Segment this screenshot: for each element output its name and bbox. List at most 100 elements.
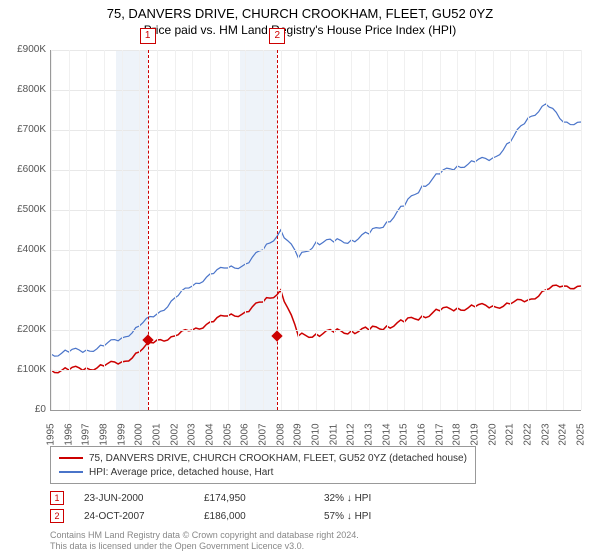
grid-line: [86, 50, 87, 410]
grid-line: [475, 50, 476, 410]
legend-row: HPI: Average price, detached house, Hart: [59, 465, 467, 479]
marker-line: [148, 50, 149, 410]
x-axis-label: 2013: [364, 420, 375, 450]
grid-line: [351, 50, 352, 410]
grid-line: [281, 50, 282, 410]
grid-line: [157, 50, 158, 410]
legend-label: HPI: Average price, detached house, Hart: [89, 467, 273, 478]
grid-line: [245, 50, 246, 410]
x-axis-label: 2014: [381, 420, 392, 450]
y-axis-label: £600K: [0, 164, 46, 175]
y-axis-label: £900K: [0, 44, 46, 55]
x-axis-label: 2023: [540, 420, 551, 450]
grid-line: [404, 50, 405, 410]
marker-line: [277, 50, 278, 410]
y-axis-label: £800K: [0, 84, 46, 95]
x-axis-label: 2019: [470, 420, 481, 450]
legend-row: 75, DANVERS DRIVE, CHURCH CROOKHAM, FLEE…: [59, 451, 467, 465]
x-axis-label: 2007: [258, 420, 269, 450]
grid-line: [263, 50, 264, 410]
x-axis-label: 2018: [452, 420, 463, 450]
x-axis-label: 2015: [399, 420, 410, 450]
marker-date: 24-OCT-2007: [84, 511, 204, 522]
footer-line2: This data is licensed under the Open Gov…: [50, 541, 359, 552]
x-axis-label: 2004: [205, 420, 216, 450]
x-axis-label: 2017: [434, 420, 445, 450]
grid-line: [369, 50, 370, 410]
x-axis-label: 2005: [222, 420, 233, 450]
x-axis-label: 2024: [558, 420, 569, 450]
legend-box: 75, DANVERS DRIVE, CHURCH CROOKHAM, FLEE…: [50, 446, 476, 484]
grid-line: [51, 50, 52, 410]
grid-line: [228, 50, 229, 410]
grid-line: [422, 50, 423, 410]
legend-label: 75, DANVERS DRIVE, CHURCH CROOKHAM, FLEE…: [89, 453, 467, 464]
y-axis-label: £500K: [0, 204, 46, 215]
grid-line: [546, 50, 547, 410]
x-axis-label: 2022: [523, 420, 534, 450]
grid-line: [563, 50, 564, 410]
chart-title: 75, DANVERS DRIVE, CHURCH CROOKHAM, FLEE…: [0, 0, 600, 21]
x-axis-label: 2012: [346, 420, 357, 450]
grid-line: [122, 50, 123, 410]
x-axis-label: 2000: [134, 420, 145, 450]
x-axis-label: 2009: [293, 420, 304, 450]
x-axis-label: 2002: [169, 420, 180, 450]
grid-line: [192, 50, 193, 410]
grid-line: [139, 50, 140, 410]
y-axis-label: £100K: [0, 364, 46, 375]
chart-container: 75, DANVERS DRIVE, CHURCH CROOKHAM, FLEE…: [0, 0, 600, 560]
y-axis-label: £200K: [0, 324, 46, 335]
y-axis-label: £0: [0, 404, 46, 415]
footer-text: Contains HM Land Registry data © Crown c…: [50, 530, 359, 552]
grid-line: [528, 50, 529, 410]
grid-line: [581, 50, 582, 410]
x-axis-label: 2016: [417, 420, 428, 450]
chart-subtitle: Price paid vs. HM Land Registry's House …: [0, 23, 600, 37]
grid-line: [69, 50, 70, 410]
grid-line: [298, 50, 299, 410]
grid-line: [510, 50, 511, 410]
x-axis-label: 2006: [240, 420, 251, 450]
x-axis-label: 1997: [81, 420, 92, 450]
grid-line: [387, 50, 388, 410]
x-axis-label: 1998: [99, 420, 110, 450]
x-axis-label: 2025: [576, 420, 587, 450]
grid-line: [104, 50, 105, 410]
legend-swatch: [59, 471, 83, 473]
marker-label-box: 1: [140, 28, 156, 44]
x-axis-label: 1995: [46, 420, 57, 450]
grid-line: [440, 50, 441, 410]
marker-price: £186,000: [204, 511, 324, 522]
x-axis-label: 2010: [311, 420, 322, 450]
marker-number-box: 2: [50, 509, 64, 523]
footer-line1: Contains HM Land Registry data © Crown c…: [50, 530, 359, 541]
y-axis-label: £300K: [0, 284, 46, 295]
x-axis-label: 2008: [275, 420, 286, 450]
marker-label-box: 2: [269, 28, 285, 44]
x-axis-label: 2003: [187, 420, 198, 450]
x-axis-label: 2001: [152, 420, 163, 450]
marker-number-box: 1: [50, 491, 64, 505]
x-axis-label: 2011: [328, 420, 339, 450]
marker-date: 23-JUN-2000: [84, 493, 204, 504]
marker-pct: 57% ↓ HPI: [324, 511, 444, 522]
marker-data-row: 1 23-JUN-2000£174,95032% ↓ HPI: [50, 490, 444, 506]
marker-data-row: 2 24-OCT-2007£186,00057% ↓ HPI: [50, 508, 444, 524]
grid-line: [457, 50, 458, 410]
x-axis-label: 1996: [63, 420, 74, 450]
plot-area: 1995199619971998199920002001200220032004…: [50, 50, 581, 411]
y-axis-label: £700K: [0, 124, 46, 135]
y-axis-label: £400K: [0, 244, 46, 255]
marker-table: 1 23-JUN-2000£174,95032% ↓ HPI 2 24-OCT-200…: [50, 490, 444, 526]
marker-pct: 32% ↓ HPI: [324, 493, 444, 504]
legend-swatch: [59, 457, 83, 459]
x-axis-label: 2021: [505, 420, 516, 450]
x-axis-label: 1999: [116, 420, 127, 450]
grid-line: [175, 50, 176, 410]
x-axis-label: 2020: [487, 420, 498, 450]
grid-line: [334, 50, 335, 410]
marker-price: £174,950: [204, 493, 324, 504]
grid-line: [210, 50, 211, 410]
grid-line: [316, 50, 317, 410]
